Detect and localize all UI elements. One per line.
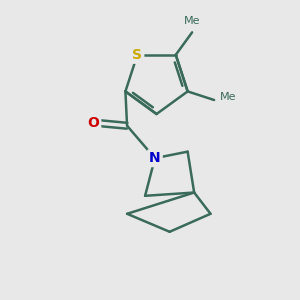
Text: Me: Me [184,16,200,26]
Text: Me: Me [220,92,236,102]
Text: O: O [87,116,99,130]
Text: S: S [132,48,142,62]
Text: N: N [149,151,161,165]
